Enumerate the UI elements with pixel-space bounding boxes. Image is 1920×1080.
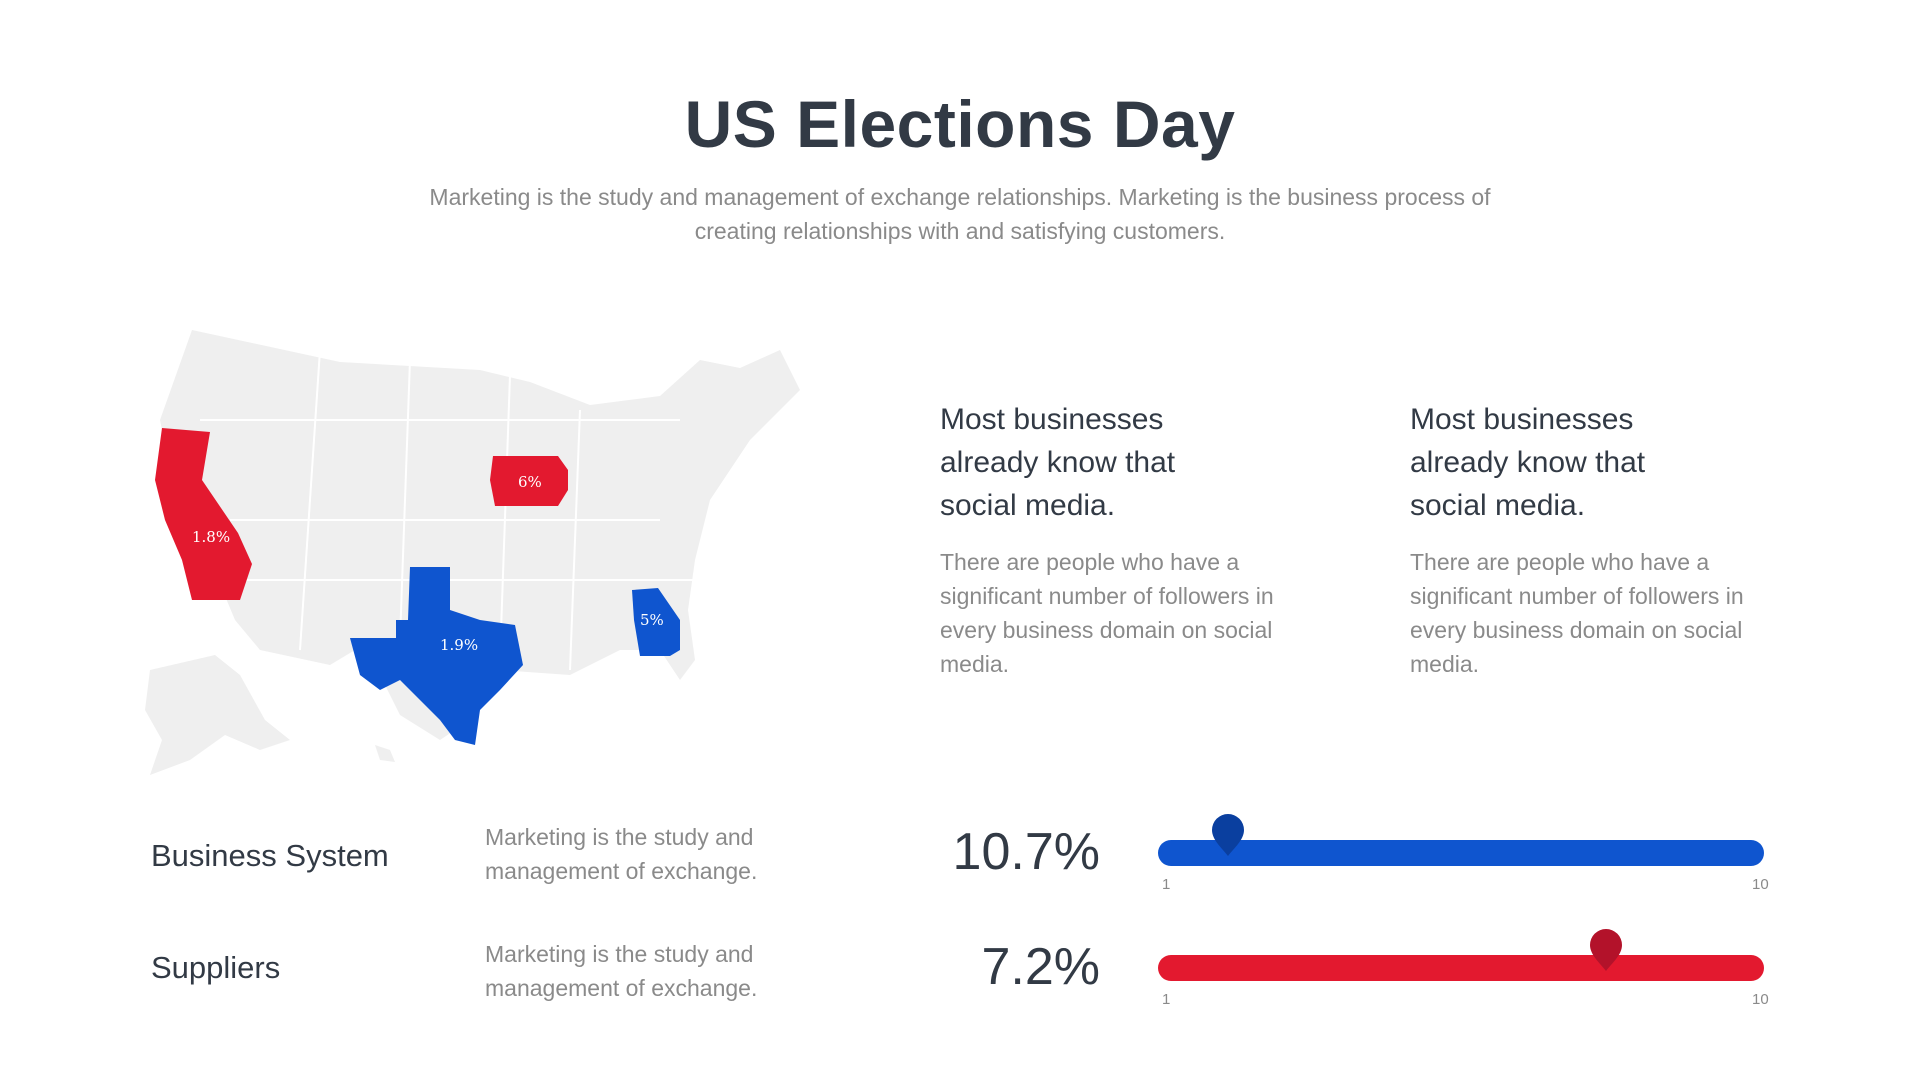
hawaii-shape [375, 745, 395, 762]
us-map: 1.8% 6% 1.9% 5% [145, 330, 800, 775]
page-title: US Elections Day [684, 87, 1236, 161]
row-label-business-system: Business System [151, 838, 389, 873]
page-subtitle: Marketing is the study and management of… [429, 184, 1491, 244]
info-block-1: Most businesses already know that social… [940, 398, 1320, 681]
info-heading: Most businesses already know that social… [940, 403, 1176, 522]
row-desc: Marketing is the study and management of… [485, 941, 758, 1001]
info-block-2: Most businesses already know that social… [1410, 398, 1790, 681]
label-georgia: 5% [640, 611, 664, 629]
slider-marker-suppliers[interactable] [1586, 925, 1626, 973]
slider-track-business-system[interactable] [1158, 840, 1764, 866]
state-borders [200, 349, 700, 671]
state-georgia [632, 588, 680, 656]
alaska-shape [145, 655, 290, 775]
slider-max-label: 10 [1752, 876, 1769, 893]
state-texas [350, 567, 523, 745]
slider-max-label: 10 [1752, 991, 1769, 1008]
slider-track-suppliers[interactable] [1158, 955, 1764, 981]
info-heading: Most businesses already know that social… [1410, 403, 1646, 522]
info-body: There are people who have a significant … [940, 549, 1274, 677]
slider-min-label: 1 [1162, 991, 1171, 1008]
row-percent: 10.7% [952, 823, 1100, 881]
row-label-suppliers: Suppliers [151, 950, 281, 985]
state-iowa [490, 456, 568, 506]
state-california [155, 428, 252, 600]
slider-min-label: 1 [1162, 876, 1171, 893]
info-body: There are people who have a significant … [1410, 549, 1744, 677]
label-california: 1.8% [192, 528, 230, 546]
label-iowa: 6% [518, 473, 542, 491]
row-desc: Marketing is the study and management of… [485, 824, 758, 884]
label-texas: 1.9% [440, 636, 478, 654]
slider-marker-business-system[interactable] [1208, 810, 1248, 858]
row-percent: 7.2% [981, 938, 1100, 996]
